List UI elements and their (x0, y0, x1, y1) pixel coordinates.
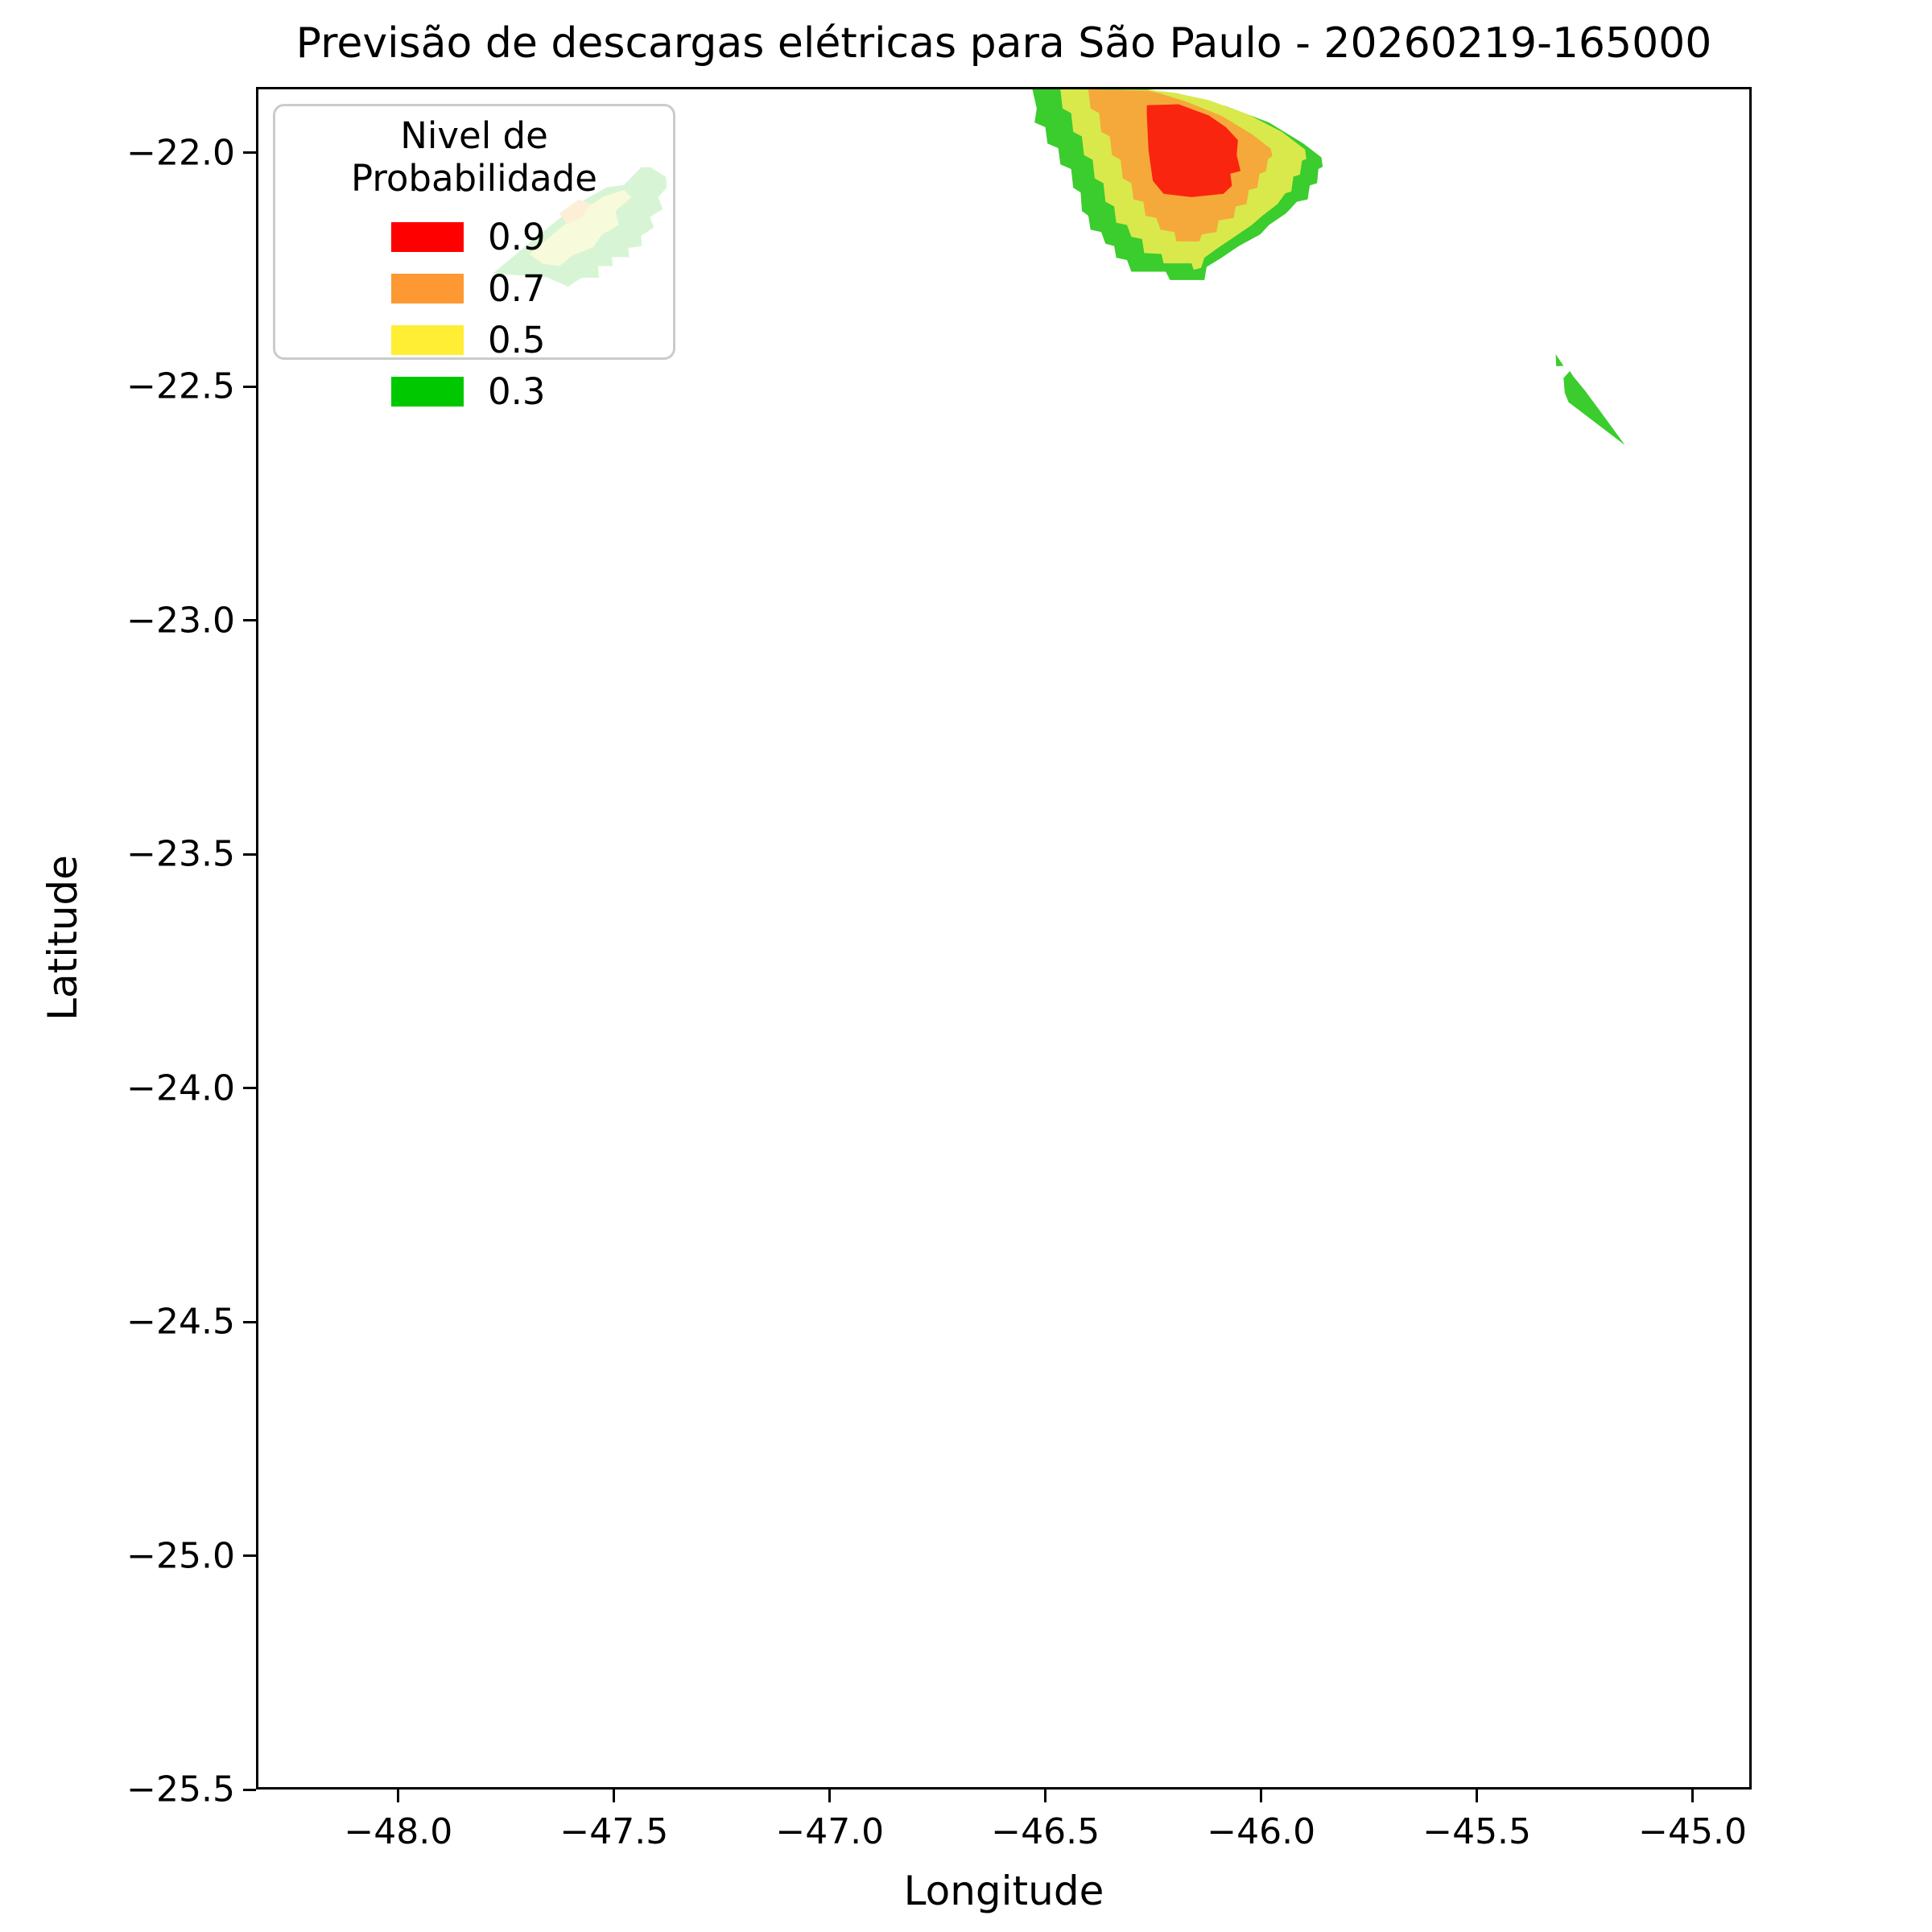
y-tick-label--22: −22.0 (126, 132, 235, 174)
contour-region-cell-north-prob-0.9 (1146, 104, 1241, 197)
y-tick-label--22.5: −22.5 (126, 365, 235, 407)
legend-swatch-0.5 (391, 324, 464, 355)
y-tick-mark--23 (243, 619, 256, 622)
legend-swatch-0.3 (391, 376, 464, 407)
legend-label-0.7: 0.7 (488, 266, 546, 310)
y-axis-label: Latitude (39, 855, 86, 1021)
y-tick-mark--25.5 (243, 1788, 256, 1791)
legend-row-0.7: 0.7 (275, 262, 673, 314)
x-tick-mark--46.5 (1044, 1790, 1047, 1802)
x-tick-mark--47 (828, 1790, 832, 1802)
legend-items: 0.9 0.7 0.5 0.3 (275, 211, 673, 417)
legend-label-0.5: 0.5 (488, 318, 546, 361)
y-tick-label--23: −23.0 (126, 600, 235, 642)
legend-title: Nivel de Probabilidade (351, 114, 597, 200)
x-tick-label--46.5: −46.5 (991, 1811, 1100, 1852)
legend-label-0.9: 0.9 (488, 215, 546, 258)
y-tick-label--25.5: −25.5 (126, 1769, 235, 1810)
y-tick-label--23.5: −23.5 (126, 833, 235, 875)
y-tick-mark--23.5 (243, 852, 256, 856)
y-tick-label--24.5: −24.5 (126, 1301, 235, 1343)
contour-region-cell-east-fragment-prob-0.3 (1555, 353, 1564, 367)
legend-label-0.3: 0.3 (488, 369, 546, 413)
y-tick-label--24: −24.0 (126, 1067, 235, 1109)
x-tick-mark--45.5 (1476, 1790, 1479, 1802)
chart-title: Previsão de descargas elétricas para São… (295, 19, 1712, 68)
y-tick-mark--22.5 (243, 385, 256, 388)
x-tick-label--47.5: −47.5 (559, 1811, 669, 1852)
legend-swatch-0.7 (391, 273, 464, 303)
x-tick-label--48: −48.0 (344, 1811, 453, 1852)
x-tick-mark--46 (1260, 1790, 1263, 1802)
x-tick-label--45.5: −45.5 (1422, 1811, 1532, 1852)
contour-region-cell-east-prob-0.3 (1563, 370, 1625, 445)
legend-box: Nivel de Probabilidade 0.9 0.7 0.5 0.3 (273, 104, 675, 413)
x-axis-label: Longitude (903, 1868, 1104, 1914)
y-tick-label--25: −25.0 (126, 1535, 235, 1577)
y-tick-mark--25 (243, 1554, 256, 1558)
x-tick-label--45: −45.0 (1638, 1811, 1747, 1852)
legend-swatch-0.9 (391, 221, 464, 252)
x-tick-mark--48 (397, 1790, 400, 1802)
y-tick-mark--22 (243, 151, 256, 155)
x-tick-label--47: −47.0 (775, 1811, 885, 1852)
y-tick-mark--24.5 (243, 1320, 256, 1323)
legend-row-0.3: 0.3 (275, 365, 673, 417)
x-tick-mark--45 (1691, 1790, 1695, 1802)
x-tick-label--46: −46.0 (1207, 1811, 1316, 1852)
legend-row-0.9: 0.9 (275, 211, 673, 262)
y-tick-mark--24 (243, 1087, 256, 1090)
legend-row-0.5: 0.5 (275, 314, 673, 365)
x-tick-mark--47.5 (613, 1790, 616, 1802)
